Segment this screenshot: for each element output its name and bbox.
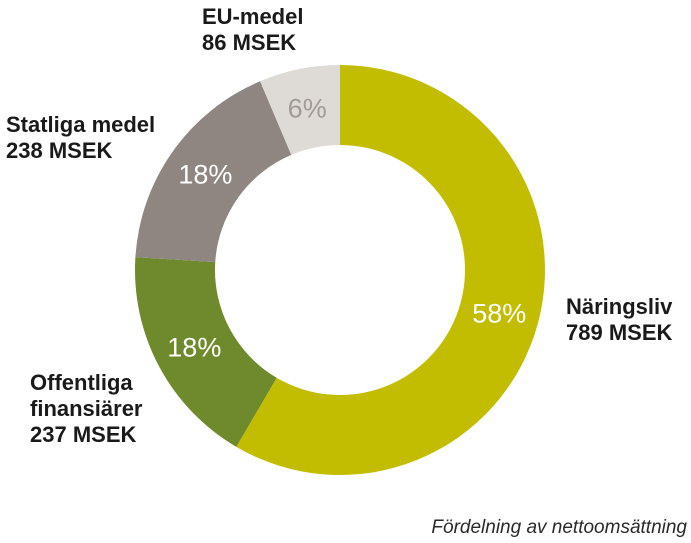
label-offentliga-amount: 237 MSEK (30, 422, 137, 447)
percent-label-3: 6% (288, 93, 327, 123)
percent-label-2: 18% (178, 160, 232, 190)
label-offentliga-finansiarer: Offentliga finansiärer 237 MSEK (30, 370, 143, 448)
label-naringsliv: Näringsliv 789 MSEK (566, 294, 672, 346)
label-naringsliv-amount: 789 MSEK (566, 320, 673, 345)
label-statliga-medel-amount: 238 MSEK (6, 138, 113, 163)
donut-slice-3 (260, 65, 340, 155)
label-eu-medel-amount: 86 MSEK (202, 30, 297, 55)
donut-slice-1 (135, 257, 277, 447)
label-naringsliv-name: Näringsliv (566, 294, 673, 319)
label-eu-medel: EU-medel 86 MSEK (202, 4, 303, 56)
chart-caption: Fördelning av nettoomsättning (431, 517, 687, 538)
label-offentliga-line1: Offentliga (30, 370, 133, 395)
percent-label-1: 18% (167, 332, 221, 362)
label-eu-medel-name: EU-medel (202, 4, 304, 29)
donut-slice-2 (135, 81, 292, 263)
label-statliga-medel-name: Statliga medel (6, 112, 156, 137)
label-statliga-medel: Statliga medel 238 MSEK (6, 112, 155, 164)
percent-label-0: 58% (472, 298, 526, 328)
label-offentliga-line2: finansiärer (30, 396, 143, 421)
donut-slice-0 (236, 65, 545, 475)
